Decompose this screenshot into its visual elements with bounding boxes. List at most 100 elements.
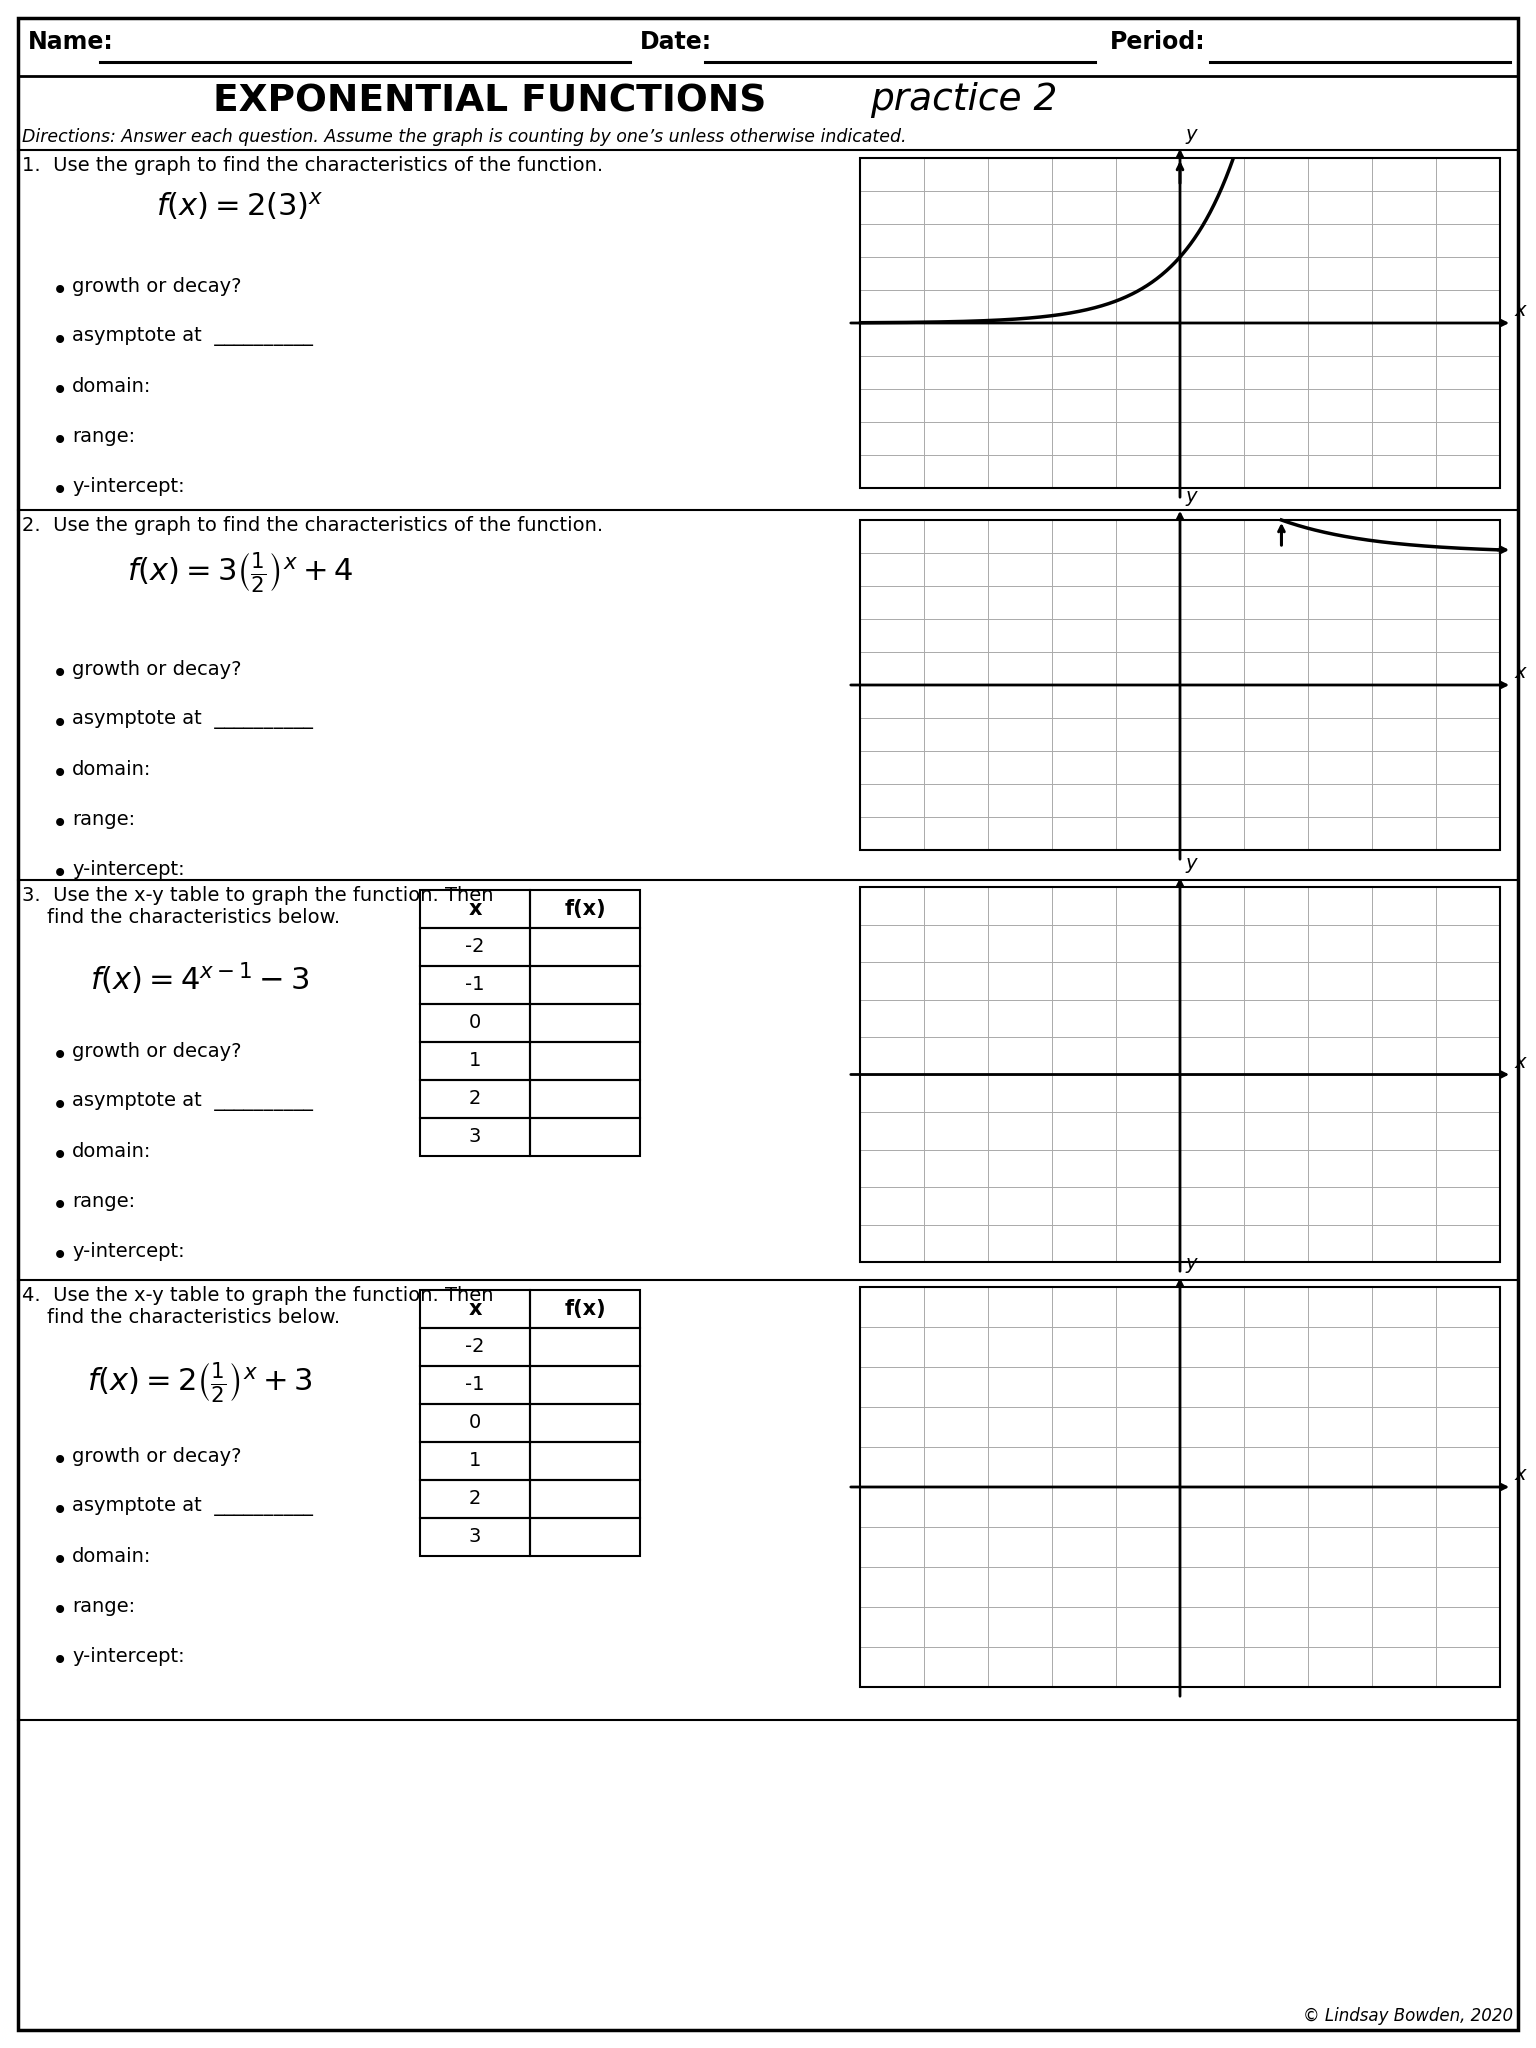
Bar (419, 1327, 530, 1366)
Text: y: y (1184, 854, 1197, 872)
Text: •: • (52, 1092, 68, 1120)
Bar (419, 1118, 530, 1155)
Bar (419, 1042, 530, 1079)
Text: •: • (52, 1042, 68, 1069)
Bar (530, 1518, 641, 1556)
Text: •: • (52, 1448, 68, 1475)
Text: y-intercept:: y-intercept: (72, 860, 184, 879)
Bar (860, 520, 1501, 850)
Text: y-intercept:: y-intercept: (72, 1241, 184, 1262)
Text: x: x (1514, 664, 1527, 682)
Text: •: • (52, 711, 68, 737)
Text: f(x): f(x) (564, 1298, 605, 1319)
Text: $f(x) = 3\left(\frac{1}{2}\right)^x + 4$: $f(x) = 3\left(\frac{1}{2}\right)^x + 4$ (126, 551, 353, 596)
Text: y: y (1184, 125, 1197, 143)
Text: domain:: domain: (72, 1546, 152, 1567)
Text: 3.  Use the x-y table to graph the function. Then
    find the characteristics b: 3. Use the x-y table to graph the functi… (22, 887, 493, 928)
Text: 2.  Use the graph to find the characteristics of the function.: 2. Use the graph to find the characteris… (22, 516, 604, 535)
Bar (860, 1286, 1501, 1688)
Text: 0: 0 (468, 1014, 481, 1032)
Text: x: x (468, 899, 482, 920)
Text: -1: -1 (465, 1376, 485, 1395)
Text: Directions: Answer each question. Assume the graph is counting by one’s unless o: Directions: Answer each question. Assume… (22, 127, 906, 145)
Bar (419, 1290, 530, 1327)
Bar (419, 1004, 530, 1042)
Text: •: • (52, 377, 68, 406)
Bar (419, 891, 530, 928)
Bar (530, 1290, 641, 1327)
Bar (419, 1518, 530, 1556)
Text: asymptote at  __________: asymptote at __________ (72, 711, 313, 729)
Bar (530, 1481, 641, 1518)
Text: 4.  Use the x-y table to graph the function. Then
    find the characteristics b: 4. Use the x-y table to graph the functi… (22, 1286, 493, 1327)
Text: x: x (1514, 1466, 1527, 1485)
Bar (419, 1442, 530, 1481)
Text: y: y (1184, 1253, 1197, 1274)
Text: •: • (52, 760, 68, 788)
Text: •: • (52, 811, 68, 838)
Text: f(x): f(x) (564, 899, 605, 920)
Bar (419, 928, 530, 967)
Text: •: • (52, 328, 68, 354)
Bar (419, 1481, 530, 1518)
Text: domain:: domain: (72, 760, 152, 778)
Bar (530, 928, 641, 967)
Text: x: x (1514, 1053, 1527, 1071)
Text: © Lindsay Bowden, 2020: © Lindsay Bowden, 2020 (1303, 2007, 1513, 2025)
Text: $f(x) = 2(3)^x$: $f(x) = 2(3)^x$ (157, 190, 324, 221)
Bar (530, 1004, 641, 1042)
Text: -1: -1 (465, 975, 485, 995)
Text: range:: range: (72, 1192, 135, 1210)
Text: -2: -2 (465, 938, 485, 956)
Text: 3: 3 (468, 1528, 481, 1546)
Text: y: y (1184, 487, 1197, 506)
Text: range:: range: (72, 811, 135, 829)
Text: domain:: domain: (72, 1143, 152, 1161)
Text: growth or decay?: growth or decay? (72, 1042, 241, 1061)
Text: 3: 3 (468, 1128, 481, 1147)
Text: growth or decay?: growth or decay? (72, 1448, 241, 1466)
Text: asymptote at  __________: asymptote at __________ (72, 1497, 313, 1516)
Text: x: x (1514, 301, 1527, 319)
Text: •: • (52, 477, 68, 506)
Text: range:: range: (72, 426, 135, 446)
Bar (530, 967, 641, 1004)
Bar (530, 1327, 641, 1366)
Bar (419, 967, 530, 1004)
Text: y-intercept:: y-intercept: (72, 477, 184, 496)
Text: •: • (52, 1143, 68, 1169)
Text: range:: range: (72, 1597, 135, 1616)
Text: •: • (52, 1597, 68, 1624)
Text: asymptote at  __________: asymptote at __________ (72, 328, 313, 346)
Bar (530, 1442, 641, 1481)
Bar (860, 887, 1501, 1262)
Bar (419, 1405, 530, 1442)
Text: 2: 2 (468, 1489, 481, 1509)
Text: EXPONENTIAL FUNCTIONS: EXPONENTIAL FUNCTIONS (214, 84, 766, 121)
Bar (530, 1366, 641, 1405)
Text: •: • (52, 1647, 68, 1675)
Bar (419, 1079, 530, 1118)
Bar (419, 1366, 530, 1405)
Text: •: • (52, 1241, 68, 1270)
Text: growth or decay?: growth or decay? (72, 659, 241, 680)
Text: $f(x) = 4^{x-1} - 3$: $f(x) = 4^{x-1} - 3$ (91, 961, 310, 997)
Text: 1.  Use the graph to find the characteristics of the function.: 1. Use the graph to find the characteris… (22, 156, 604, 174)
Text: •: • (52, 659, 68, 688)
Text: growth or decay?: growth or decay? (72, 276, 241, 297)
Text: •: • (52, 860, 68, 889)
Text: Date:: Date: (641, 31, 713, 53)
Text: •: • (52, 1497, 68, 1526)
Text: •: • (52, 1192, 68, 1221)
Bar (530, 1079, 641, 1118)
Text: x: x (468, 1298, 482, 1319)
Text: 0: 0 (468, 1413, 481, 1432)
Text: practice 2: practice 2 (869, 82, 1057, 119)
Text: domain:: domain: (72, 377, 152, 395)
Text: $f(x) = 2\left(\frac{1}{2}\right)^x + 3$: $f(x) = 2\left(\frac{1}{2}\right)^x + 3$ (88, 1360, 313, 1405)
Text: Period:: Period: (1111, 31, 1206, 53)
Text: -2: -2 (465, 1337, 485, 1356)
Text: asymptote at  __________: asymptote at __________ (72, 1092, 313, 1110)
Text: y-intercept:: y-intercept: (72, 1647, 184, 1665)
Text: 1: 1 (468, 1452, 481, 1470)
